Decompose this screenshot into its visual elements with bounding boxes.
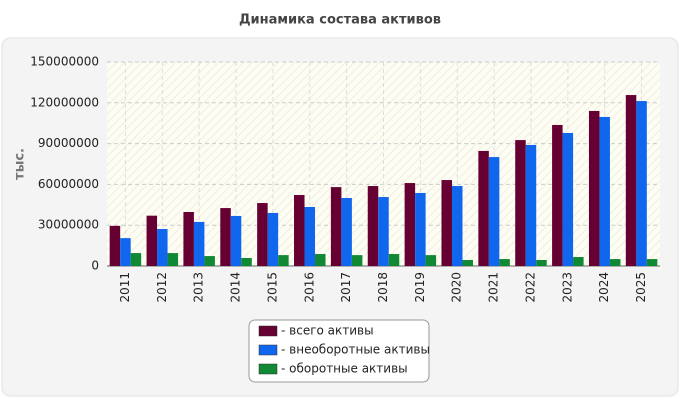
bar	[341, 198, 352, 266]
x-tick-label: 2021	[487, 272, 501, 303]
bar	[294, 195, 305, 266]
y-tick-label: 120000000	[30, 95, 99, 109]
bar	[573, 257, 584, 266]
y-tick-label: 90000000	[38, 136, 99, 150]
bar	[278, 255, 289, 266]
bar	[636, 101, 647, 266]
bar	[388, 254, 400, 266]
legend-swatch	[258, 344, 278, 356]
bar	[257, 203, 268, 266]
bar	[588, 110, 600, 267]
y-tick-label: 0	[91, 259, 99, 273]
bar	[425, 255, 437, 266]
bar	[562, 132, 574, 266]
x-tick-label: 2023	[560, 272, 574, 303]
bar	[478, 150, 489, 266]
bar	[404, 183, 416, 266]
bar	[646, 259, 658, 266]
x-tick-label: 2018	[376, 272, 390, 303]
bar	[552, 124, 563, 266]
bar	[330, 187, 342, 266]
bar	[525, 144, 537, 266]
y-axis-label: тыс.	[13, 148, 28, 180]
x-tick-label: 2011	[118, 272, 132, 303]
bar	[241, 257, 252, 266]
legend-label: - оборотные активы	[281, 362, 408, 376]
y-tick-label: 150000000	[30, 55, 99, 69]
bar	[499, 259, 510, 266]
x-tick-label: 2013	[192, 272, 206, 303]
bar	[130, 253, 142, 266]
bar	[193, 221, 205, 266]
bar	[441, 180, 452, 266]
y-tick-label: 60000000	[38, 177, 99, 191]
bar	[267, 212, 279, 266]
x-tick-label: 2024	[597, 272, 611, 303]
bar	[378, 197, 389, 266]
bar	[625, 95, 637, 266]
x-tick-label: 2012	[155, 272, 169, 303]
legend	[248, 319, 430, 383]
legend-label: - всего активы	[281, 324, 374, 338]
x-tick-label: 2019	[413, 272, 427, 303]
x-tick-label: 2025	[634, 272, 648, 303]
bar	[304, 206, 316, 266]
legend-label: - внеоборотные активы	[281, 343, 430, 357]
bar	[120, 238, 131, 266]
legend-swatch	[258, 363, 278, 375]
bar	[204, 256, 215, 266]
chart-title: Динамика состава активов	[239, 13, 441, 28]
bar	[609, 259, 621, 266]
bar	[451, 186, 463, 266]
bar	[315, 254, 326, 266]
bar	[515, 140, 526, 266]
bar	[351, 255, 363, 266]
x-tick-label: 2017	[339, 272, 353, 303]
x-tick-label: 2016	[302, 272, 316, 303]
bar	[157, 229, 168, 266]
bar	[462, 260, 473, 266]
bar	[146, 215, 158, 266]
x-tick-label: 2014	[229, 272, 243, 303]
legend-swatch	[258, 325, 278, 337]
bar	[599, 116, 610, 266]
bar	[367, 186, 379, 266]
bar	[415, 192, 426, 266]
bar	[536, 260, 547, 266]
bar	[109, 225, 121, 266]
bar	[183, 212, 194, 266]
x-tick-label: 2015	[265, 272, 279, 303]
x-tick-label: 2022	[523, 272, 537, 303]
bar	[230, 215, 242, 266]
bar	[220, 208, 231, 266]
bar	[167, 253, 179, 266]
y-tick-label: 30000000	[38, 218, 99, 232]
x-tick-label: 2020	[450, 272, 464, 303]
bar	[488, 157, 500, 266]
